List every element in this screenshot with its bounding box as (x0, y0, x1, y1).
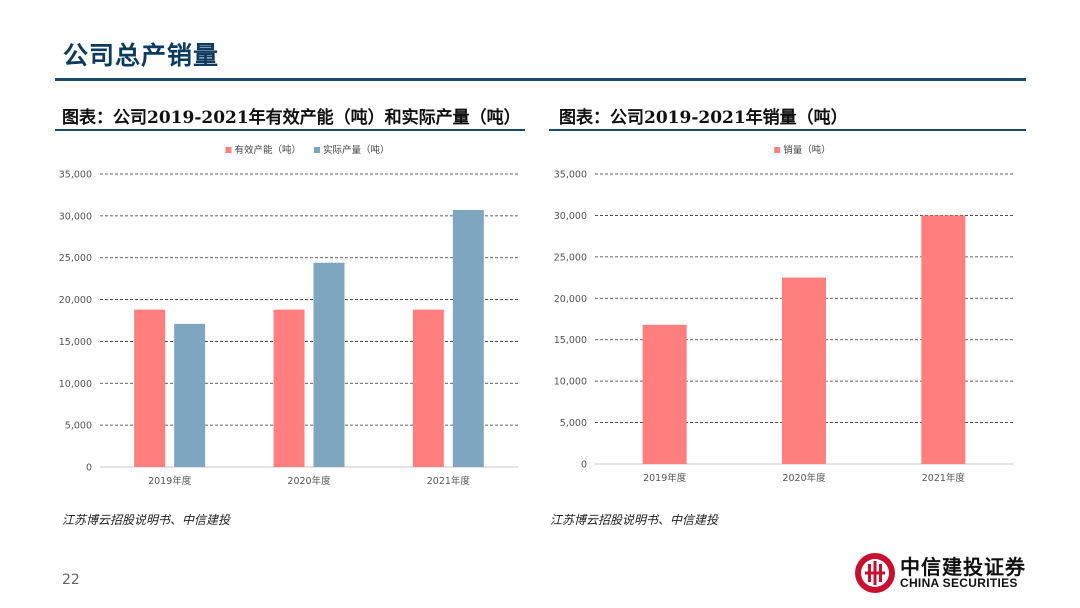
y-tick-label: 0 (581, 460, 587, 471)
bar (452, 209, 484, 468)
x-tick-label: 2020年度 (287, 475, 331, 487)
y-tick-label: 20,000 (554, 294, 587, 305)
right-bar-chart: 0 5,000 10,000 15,000 20,000 25,000 30,000 35,0… (554, 144, 1013, 484)
right-chart-heading: 图表：公司2019-2021年销量（吨） (559, 108, 848, 128)
x-tick-label: 2021年度 (922, 472, 966, 484)
left-bar-chart: 0 5,000 10,000 15,000 20,000 25,000 30,000 35,0… (59, 144, 518, 487)
bar (642, 324, 687, 464)
y-tick-label: 10,000 (59, 379, 92, 390)
company-logo: 中信建投证券 CHINA SECURITIES (853, 551, 1033, 595)
left-source-note: 江苏博云招股说明书、中信建投 (62, 513, 231, 527)
logo-name-en: CHINA SECURITIES (900, 576, 1018, 590)
y-tick-label: 5,000 (65, 421, 92, 432)
y-tick-label: 5,000 (560, 418, 587, 429)
y-tick-label: 25,000 (554, 252, 587, 263)
x-tick-label: 2020年度 (782, 472, 826, 484)
y-tick-label: 35,000 (59, 170, 92, 181)
bar (273, 309, 305, 467)
bar (921, 215, 966, 464)
x-tick-label: 2019年度 (148, 475, 192, 487)
legend-swatch (774, 147, 781, 153)
y-tick-label: 35,000 (554, 170, 587, 181)
y-tick-label: 20,000 (59, 295, 92, 306)
bar (782, 277, 826, 464)
logo-name-cn: 中信建投证券 (900, 555, 1026, 579)
legend-swatch (314, 147, 320, 153)
y-tick-label: 15,000 (554, 335, 587, 346)
x-tick-label: 2019年度 (643, 472, 687, 484)
y-tick-label: 30,000 (59, 211, 92, 222)
legend-label: 销量（吨） (783, 144, 831, 156)
left-chart-heading: 图表：公司2019-2021年有效产能（吨）和实际产量（吨） (62, 108, 521, 128)
bar (174, 323, 206, 467)
bar (412, 309, 444, 467)
slide-title: 公司总产销量 (63, 41, 220, 70)
left-heading-divider (55, 129, 525, 131)
y-tick-label: 10,000 (554, 377, 587, 388)
x-tick-label: 2021年度 (427, 475, 471, 487)
legend-swatch (225, 147, 232, 153)
right-source-note: 江苏博云招股说明书、中信建投 (550, 513, 719, 527)
page-number: 22 (62, 572, 80, 588)
right-heading-divider (549, 129, 1026, 131)
bar (313, 262, 345, 467)
y-tick-label: 30,000 (554, 211, 587, 222)
legend-label: 实际产量（吨） (323, 144, 390, 156)
y-tick-label: 25,000 (59, 253, 92, 264)
legend-label: 有效产能（吨） (235, 144, 302, 156)
bar (134, 309, 166, 467)
y-tick-label: 0 (86, 463, 92, 474)
y-tick-label: 15,000 (59, 337, 92, 348)
title-divider (55, 78, 1026, 81)
china-securities-emblem-icon (855, 553, 895, 593)
